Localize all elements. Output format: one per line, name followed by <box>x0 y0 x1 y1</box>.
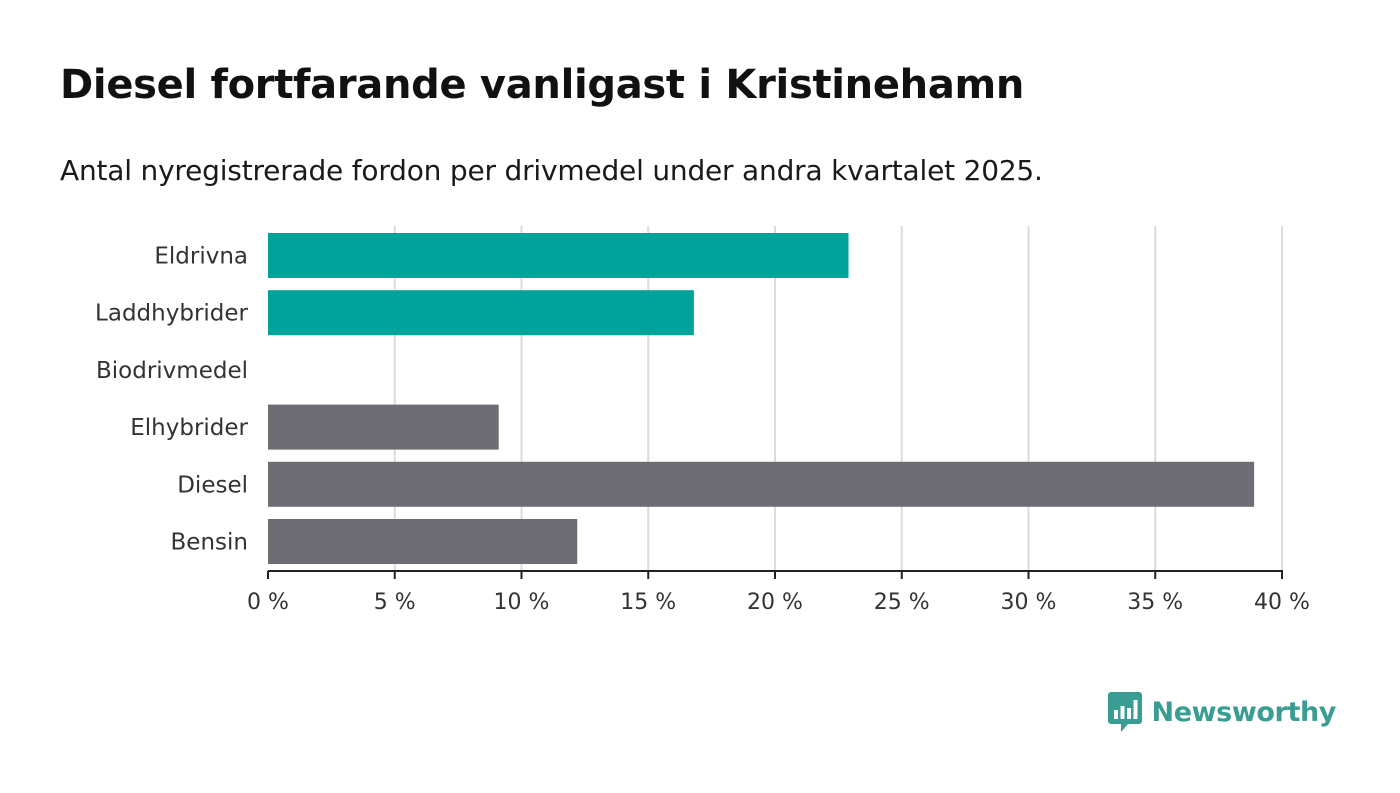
bar-laddhybrider <box>268 290 694 336</box>
brand-name: Newsworthy <box>1151 696 1337 728</box>
x-tick-label-7: 35 % <box>1127 590 1183 615</box>
brand-logo: Newsworthy <box>1107 692 1337 732</box>
category-label-bensin: Bensin <box>171 530 248 556</box>
x-tick-label-1: 5 % <box>374 590 416 615</box>
grid-layer <box>393 226 1283 571</box>
bar-elhybrider <box>268 404 499 450</box>
category-label-biodrivmedel: Biodrivmedel <box>96 358 248 384</box>
chart-title: Diesel fortfarande vanligast i Kristineh… <box>60 62 1025 108</box>
x-tick-label-3: 15 % <box>620 590 676 615</box>
category-label-layer: Eldrivna Laddhybrider Biodrivmedel Elhybrid… <box>95 244 248 556</box>
bar-chart-speech-bubble-icon <box>1107 692 1142 732</box>
x-tick-label-8: 40 % <box>1254 590 1310 615</box>
chart-subtitle: Antal nyregistrerade fordon per drivmede… <box>60 154 1043 187</box>
category-label-laddhybrider: Laddhybrider <box>95 301 248 327</box>
x-tick-label-4: 20 % <box>747 590 803 615</box>
axis-layer: 0 % 5 % 10 % 15 % 20 % 25 % 30 % 35 % 40 % <box>247 570 1310 615</box>
bar-chart: 0 % 5 % 10 % 15 % 20 % 25 % 30 % 35 % 40 % Eldri… <box>95 226 1310 615</box>
x-tick-label-6: 30 % <box>1001 590 1057 615</box>
category-label-eldrivna: Eldrivna <box>154 244 248 270</box>
category-label-elhybrider: Elhybrider <box>130 415 248 441</box>
bar-bensin <box>268 519 578 564</box>
bar-diesel <box>268 461 1255 507</box>
bar-layer <box>268 233 1255 564</box>
x-tick-label-2: 10 % <box>494 590 550 615</box>
bar-eldrivna <box>268 233 849 278</box>
x-tick-label-0: 0 % <box>247 590 289 615</box>
category-label-diesel: Diesel <box>177 472 248 498</box>
x-tick-label-5: 25 % <box>874 590 930 615</box>
